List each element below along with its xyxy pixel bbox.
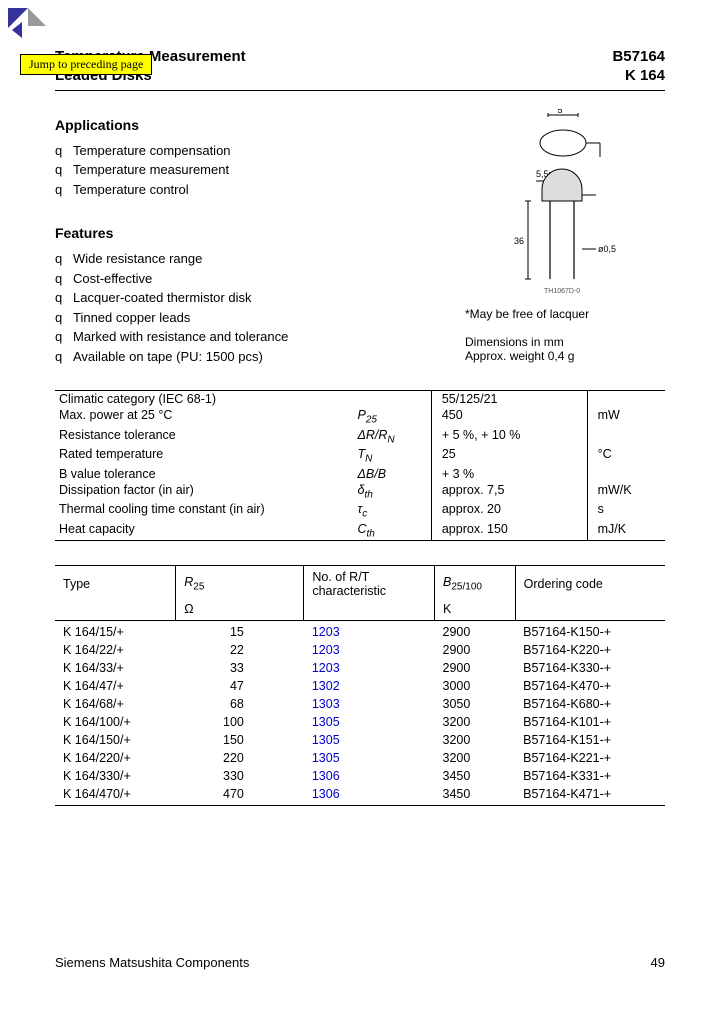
table-row: K 164/15/+1512032900B57164-K150-+ — [55, 621, 665, 642]
table-row: Rated temperatureTN25°C — [55, 446, 665, 466]
table-row: Thermal cooling time constant (in air)τc… — [55, 501, 665, 521]
rt-link[interactable]: 1306 — [312, 787, 340, 801]
table-row: Max. power at 25 °CP25450mW — [55, 407, 665, 427]
th-type: Type — [55, 566, 176, 601]
rt-link[interactable]: 1302 — [312, 679, 340, 693]
table-row: K 164/33/+3312032900B57164-K330-+ — [55, 659, 665, 677]
diagram-note-1: *May be free of lacquer — [465, 307, 665, 321]
applications-title: Applications — [55, 117, 445, 133]
th-b: B25/100 — [435, 566, 516, 601]
table-row: Heat capacityCthapprox. 150mJ/K — [55, 521, 665, 541]
table-row: K 164/150/+15013053200B57164-K151-+ — [55, 731, 665, 749]
features-list: Wide resistance rangeCost-effectiveLacqu… — [55, 249, 445, 366]
part-code-1: B57164 — [612, 48, 665, 67]
svg-text:TH1067D-0: TH1067D-0 — [544, 288, 580, 295]
rt-link[interactable]: 1203 — [312, 625, 340, 639]
table-row: Resistance toleranceΔR/RN+ 5 %, + 10 % — [55, 427, 665, 447]
rt-link[interactable]: 1305 — [312, 751, 340, 765]
svg-text:5: 5 — [557, 109, 562, 115]
footer-page-num: 49 — [651, 955, 665, 970]
list-item: Marked with resistance and tolerance — [55, 327, 445, 347]
list-item: Temperature measurement — [55, 160, 445, 180]
table-row: K 164/68/+6813033050B57164-K680-+ — [55, 695, 665, 713]
applications-list: Temperature compensationTemperature meas… — [55, 141, 445, 200]
rt-link[interactable]: 1203 — [312, 661, 340, 675]
list-item: Tinned copper leads — [55, 308, 445, 328]
list-item: Wide resistance range — [55, 249, 445, 269]
list-item: Temperature compensation — [55, 141, 445, 161]
nav-corner[interactable] — [8, 8, 46, 42]
features-title: Features — [55, 225, 445, 241]
footer-company: Siemens Matsushita Components — [55, 955, 249, 970]
page-footer: Siemens Matsushita Components 49 — [55, 955, 665, 970]
table-row: K 164/330/+33013063450B57164-K331-+ — [55, 767, 665, 785]
component-diagram: 5 5,5max 36 — [465, 109, 665, 299]
specs-table: Climatic category (IEC 68-1)55/125/21Max… — [55, 390, 665, 541]
list-item: Cost-effective — [55, 269, 445, 289]
diagram-note-2: Dimensions in mm — [465, 335, 665, 349]
table-row: K 164/470/+47013063450B57164-K471-+ — [55, 785, 665, 806]
rt-link[interactable]: 1305 — [312, 733, 340, 747]
table-row: B value toleranceΔB/B+ 3 % — [55, 466, 665, 482]
rt-link[interactable]: 1306 — [312, 769, 340, 783]
table-row: K 164/220/+22013053200B57164-K221-+ — [55, 749, 665, 767]
list-item: Temperature control — [55, 180, 445, 200]
th-r25: R25 — [176, 566, 304, 601]
rt-link[interactable]: 1303 — [312, 697, 340, 711]
rt-link[interactable]: 1203 — [312, 643, 340, 657]
list-item: Lacquer-coated thermistor disk — [55, 288, 445, 308]
table-row: Climatic category (IEC 68-1)55/125/21 — [55, 391, 665, 408]
type-table: Type R25 No. of R/Tcharacteristic B25/10… — [55, 565, 665, 806]
svg-text:ø0,5: ø0,5 — [598, 244, 616, 254]
jump-prev-link[interactable]: Jump to preceding page — [20, 54, 152, 75]
th-code: Ordering code — [515, 566, 665, 601]
table-row: K 164/47/+4713023000B57164-K470-+ — [55, 677, 665, 695]
th-rt: No. of R/Tcharacteristic — [304, 566, 435, 601]
svg-text:36: 36 — [514, 236, 524, 246]
rt-link[interactable]: 1305 — [312, 715, 340, 729]
table-row: K 164/100/+10013053200B57164-K101-+ — [55, 713, 665, 731]
part-code-2: K 164 — [612, 67, 665, 86]
table-row: Dissipation factor (in air)δthapprox. 7,… — [55, 482, 665, 502]
table-row: K 164/22/+2212032900B57164-K220-+ — [55, 641, 665, 659]
diagram-note-3: Approx. weight 0,4 g — [465, 349, 665, 363]
list-item: Available on tape (PU: 1500 pcs) — [55, 347, 445, 367]
